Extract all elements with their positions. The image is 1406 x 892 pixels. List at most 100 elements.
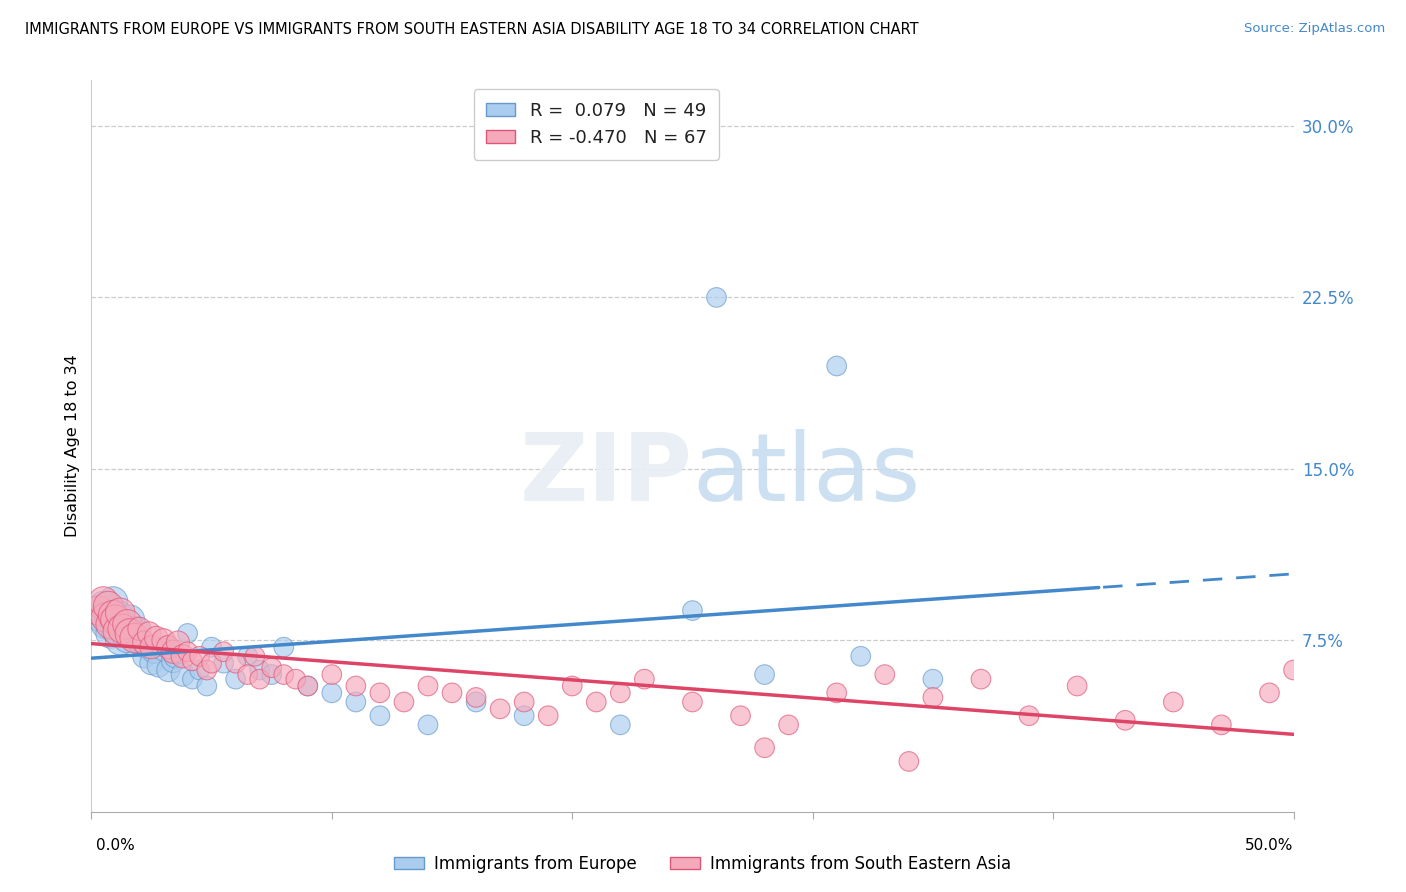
Point: [225, 672, 247, 686]
Point: [93, 599, 115, 613]
Point: [609, 718, 631, 732]
Point: [111, 622, 134, 636]
Point: [344, 679, 367, 693]
Point: [188, 649, 211, 664]
Point: [513, 695, 536, 709]
Point: [1114, 714, 1136, 728]
Point: [465, 690, 488, 705]
Point: [124, 624, 146, 639]
Point: [104, 613, 127, 627]
Point: [513, 708, 536, 723]
Point: [1066, 679, 1088, 693]
Point: [321, 686, 343, 700]
Point: [681, 603, 703, 617]
Point: [100, 617, 122, 632]
Point: [897, 755, 920, 769]
Point: [195, 679, 218, 693]
Legend: Immigrants from Europe, Immigrants from South Eastern Asia: Immigrants from Europe, Immigrants from …: [388, 848, 1018, 880]
Point: [165, 649, 187, 664]
Point: [141, 656, 163, 670]
Point: [138, 626, 160, 640]
Point: [236, 667, 259, 681]
Point: [118, 626, 141, 640]
Text: Source: ZipAtlas.com: Source: ZipAtlas.com: [1244, 22, 1385, 36]
Point: [249, 672, 271, 686]
Point: [107, 624, 129, 639]
Point: [117, 631, 139, 645]
Point: [561, 679, 583, 693]
Point: [142, 645, 165, 659]
Point: [167, 635, 190, 649]
Point: [212, 656, 235, 670]
Point: [162, 654, 184, 668]
Point: [297, 679, 319, 693]
Point: [249, 663, 271, 677]
Point: [1258, 686, 1281, 700]
Text: ZIP: ZIP: [520, 429, 692, 521]
Point: [416, 679, 439, 693]
Point: [135, 640, 157, 655]
Point: [162, 645, 184, 659]
Point: [188, 663, 211, 677]
Point: [1211, 718, 1233, 732]
Point: [825, 359, 848, 373]
Point: [706, 290, 728, 304]
Point: [609, 686, 631, 700]
Point: [128, 622, 150, 636]
Point: [172, 667, 194, 681]
Point: [873, 667, 896, 681]
Point: [90, 610, 112, 624]
Point: [110, 633, 132, 648]
Point: [1018, 708, 1040, 723]
Point: [134, 635, 156, 649]
Point: [260, 667, 283, 681]
Point: [284, 672, 307, 686]
Point: [537, 708, 560, 723]
Point: [176, 626, 198, 640]
Point: [236, 649, 259, 664]
Point: [110, 606, 132, 620]
Point: [416, 718, 439, 732]
Point: [93, 594, 115, 608]
Point: [754, 740, 776, 755]
Point: [195, 663, 218, 677]
Point: [212, 645, 235, 659]
Point: [778, 718, 800, 732]
Point: [134, 649, 156, 664]
Point: [141, 640, 163, 655]
Point: [489, 702, 512, 716]
Point: [128, 635, 150, 649]
Point: [100, 626, 122, 640]
Point: [104, 622, 127, 636]
Point: [368, 686, 391, 700]
Point: [97, 603, 120, 617]
Text: atlas: atlas: [692, 429, 921, 521]
Point: [181, 654, 204, 668]
Point: [321, 667, 343, 681]
Point: [922, 690, 945, 705]
Point: [1282, 663, 1305, 677]
Point: [225, 656, 247, 670]
Point: [243, 649, 266, 664]
Point: [181, 672, 204, 686]
Point: [344, 695, 367, 709]
Legend: R =  0.079   N = 49, R = -0.470   N = 67: R = 0.079 N = 49, R = -0.470 N = 67: [474, 89, 718, 160]
Point: [172, 649, 194, 664]
Point: [152, 642, 174, 657]
Point: [440, 686, 463, 700]
Point: [124, 631, 146, 645]
Point: [585, 695, 607, 709]
Point: [849, 649, 872, 664]
Point: [148, 658, 170, 673]
Point: [273, 640, 295, 655]
Y-axis label: Disability Age 18 to 34: Disability Age 18 to 34: [65, 355, 80, 537]
Point: [157, 640, 180, 655]
Point: [117, 617, 139, 632]
Point: [145, 631, 167, 645]
Point: [970, 672, 993, 686]
Point: [825, 686, 848, 700]
Point: [201, 656, 224, 670]
Text: IMMIGRANTS FROM EUROPE VS IMMIGRANTS FROM SOUTH EASTERN ASIA DISABILITY AGE 18 T: IMMIGRANTS FROM EUROPE VS IMMIGRANTS FRO…: [25, 22, 920, 37]
Point: [201, 640, 224, 655]
Point: [152, 633, 174, 648]
